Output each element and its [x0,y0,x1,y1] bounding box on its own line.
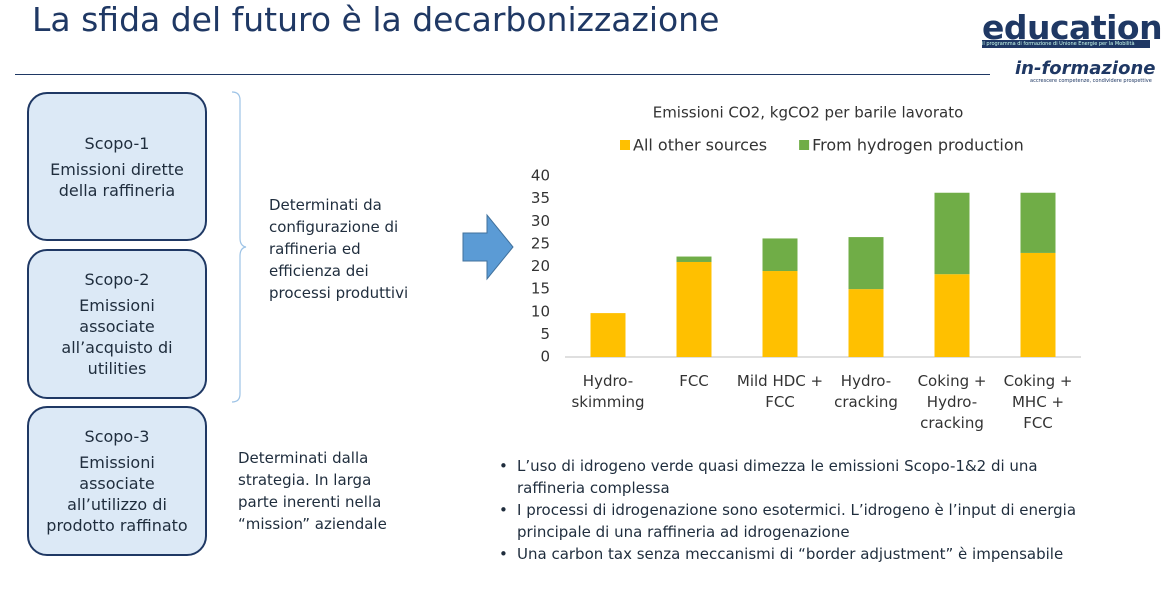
note-line: “mission” aziendale [238,515,387,533]
bar-segment [762,271,798,357]
title-rule [15,74,990,75]
note-line: raffineria ed [269,240,361,258]
bar-segment [676,256,712,262]
note-line: Determinati da [269,196,382,214]
note-line: processi produttivi [269,284,409,302]
bullet: L’uso di idrogeno verde quasi dimezza le… [497,455,1076,499]
scope-line: Emissioni [79,296,155,315]
bar-segment [590,313,626,357]
chart-title: Emissioni CO2, kgCO2 per barile lavorato [653,104,964,122]
y-tick-label: 35 [531,189,550,207]
x-tick-label: Coking + MHC + FCC [1004,372,1073,432]
legend-label: From hydrogen production [812,136,1024,155]
scope-line: associate [79,317,155,336]
bullet: Una carbon tax senza meccanismi di “bord… [497,543,1076,565]
bar-segment [848,237,884,290]
scope-title: Scopo-2 [84,270,150,289]
bullet: I processi di idrogenazione sono esoterm… [497,499,1076,543]
bar-segment [762,238,798,272]
scope-box: Scopo-3 Emissioni associate all’utilizzo di… [27,406,207,556]
y-tick-label: 0 [540,348,550,366]
legend-label: All other sources [633,136,767,155]
scope-line: Emissioni dirette [50,159,184,179]
logo-tagline: il programma di formazione di Unione Ene… [982,40,1150,48]
bullets: L’uso di idrogeno verde quasi dimezza le… [497,455,1076,565]
note-line: strategia. In larga [238,471,372,489]
y-tick-label: 15 [531,280,550,298]
logo-secondary: in-formazione [1015,58,1156,79]
scope-box: Scopo-1 Emissioni dirette della raffineria [27,92,207,241]
scope-line: associate [79,474,155,493]
slide-title: La sfida del futuro è la decarbonizzazio… [32,0,720,39]
bullet-line: principale di una raffineria ad idrogena… [517,523,850,541]
bar-segment [1020,252,1056,357]
scope-line: della raffineria [58,180,176,200]
bar-segment [676,261,712,357]
y-tick-label: 5 [540,325,550,343]
note-line: efficienza dei [269,262,369,280]
logo-secondary-tagline: accrescere competenze, condividere prosp… [1030,78,1152,84]
bullet-line: L’uso di idrogeno verde quasi dimezza le… [517,457,1038,475]
x-tick-label: Hydro-cracking [834,372,898,411]
y-tick-label: 10 [531,302,550,320]
bar-segment [848,289,884,357]
scope-line: prodotto raffinato [46,516,188,535]
scope-box: Scopo-2 Emissioni associate all’acquisto di… [27,249,207,399]
note-line: configurazione di [269,218,399,236]
y-tick-label: 25 [531,234,550,252]
arrow [462,213,514,281]
legend-swatch [620,140,630,150]
note-line: parte inerenti nella [238,493,382,511]
note: Determinati dalla strategia. In larga part… [238,447,387,535]
scope-title: Scopo-1 [84,133,150,153]
bracket [231,91,247,403]
y-tick-label: 30 [531,212,550,230]
x-tick-label: Coking + Hydro-cracking [918,372,987,432]
bar-segment [934,192,970,275]
legend-swatch [799,140,810,150]
bar-segment [934,274,970,357]
x-tick-label: Mild HDC + FCC [737,372,823,411]
bullet-line: Una carbon tax senza meccanismi di “bord… [517,545,1064,563]
y-tick-label: 40 [531,167,550,185]
scope-line: utilities [87,359,147,378]
scope-line: all’acquisto di [61,338,173,357]
x-tick-label: Hydro-skimming [571,372,644,411]
bar-segment [1020,192,1056,253]
scope-line: all’utilizzo di [67,495,167,514]
note-line: Determinati dalla [238,449,369,467]
scope-title: Scopo-3 [84,427,150,446]
y-tick-label: 20 [531,257,550,275]
bullet-line: raffineria complessa [517,479,670,497]
note: Determinati da configurazione di raffineri… [269,194,408,304]
x-tick-label: FCC [679,372,709,390]
scope-line: Emissioni [79,453,155,472]
bullet-line: I processi di idrogenazione sono esoterm… [517,501,1077,519]
